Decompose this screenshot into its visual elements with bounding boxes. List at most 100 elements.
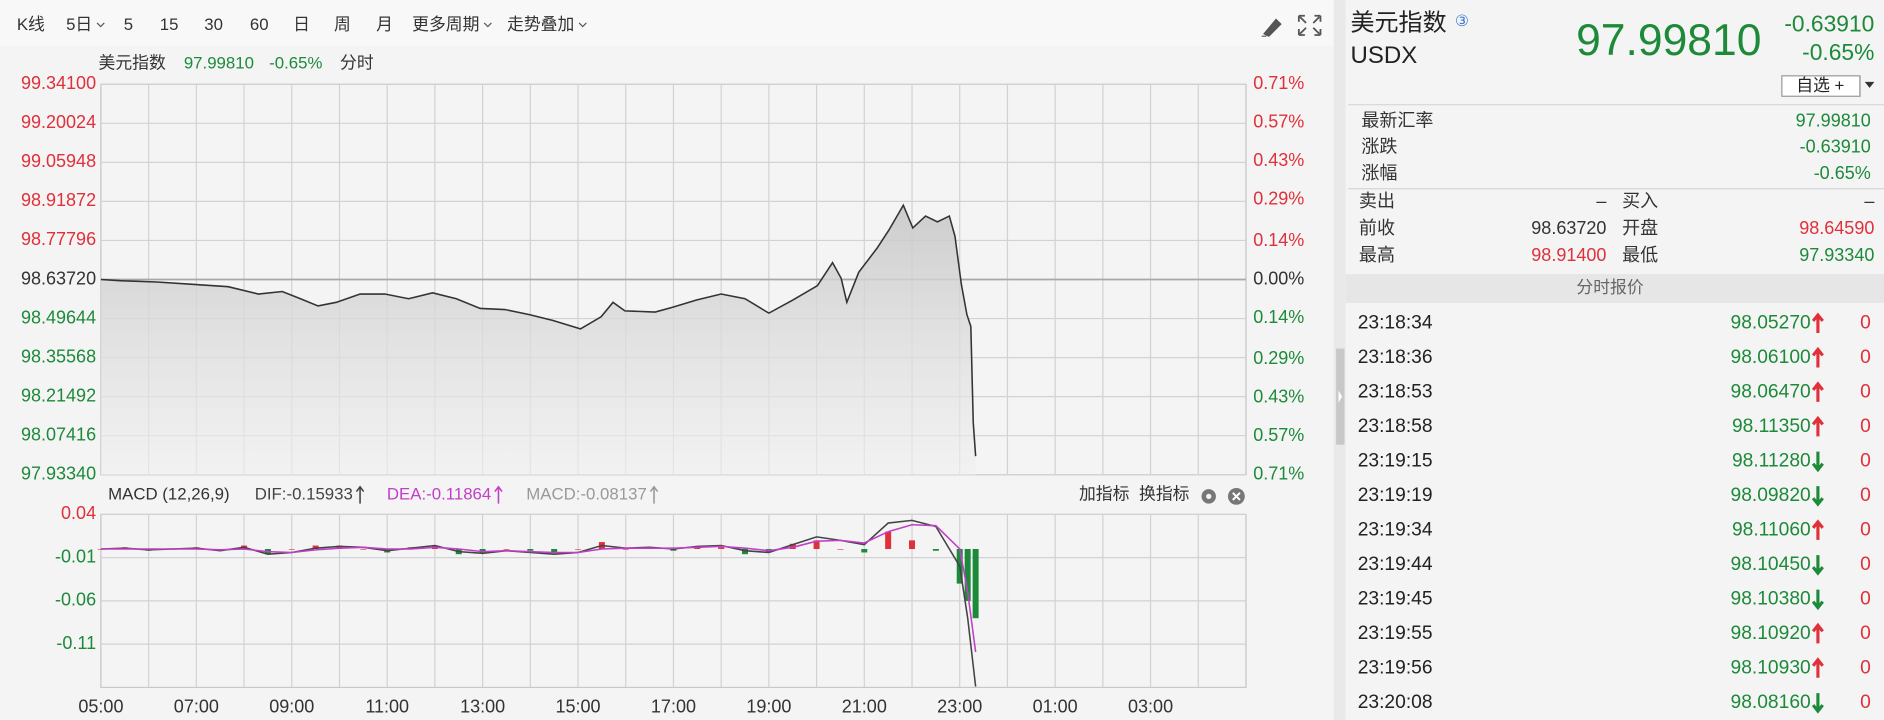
macd-bar <box>885 531 892 550</box>
toolbar-item[interactable]: 走势叠加 <box>507 15 574 34</box>
macd-bar <box>670 549 677 551</box>
y2-tick-label: 0.14% <box>1253 307 1304 327</box>
trade-time: 23:18:36 <box>1358 347 1433 368</box>
dropdown-chevron <box>96 22 105 28</box>
y-tick-label: 99.05948 <box>21 151 96 171</box>
trade-time: 23:18:34 <box>1358 312 1433 333</box>
trade-arrow <box>1811 693 1824 714</box>
macd-tick-label: -0.01 <box>55 546 96 566</box>
add-indicator[interactable]: 加指标 <box>1079 485 1130 504</box>
x-tick-label: 11:00 <box>365 697 409 717</box>
macd-bar <box>288 549 295 550</box>
toolbar-item[interactable]: 15 <box>160 15 179 34</box>
toolbar-item[interactable]: 周 <box>334 15 351 34</box>
trade-price: 98.10380 <box>1731 588 1811 609</box>
macd-bar <box>360 549 367 550</box>
toolbar-item[interactable]: K线 <box>17 15 45 34</box>
toolbar-item[interactable]: 5 <box>124 15 133 34</box>
toolbar-item[interactable]: 5日 <box>66 15 92 34</box>
quote-name: 美元指数 <box>1351 10 1447 37</box>
trade-price: 98.10930 <box>1731 657 1811 678</box>
x-tick-label: 07:00 <box>174 697 219 717</box>
y-tick-label: 99.34100 <box>21 73 96 93</box>
y2-tick-label: 0.43% <box>1253 150 1304 170</box>
trade-arrow <box>1811 486 1824 507</box>
watch-label[interactable]: 自选 + <box>1796 76 1844 95</box>
book-value: – <box>1864 191 1875 211</box>
legend-mode[interactable]: 分时 <box>340 53 374 72</box>
y2-tick-label: 0.14% <box>1253 230 1304 250</box>
macd-bar <box>932 549 939 551</box>
trade-arrow <box>1811 346 1824 368</box>
toolbar-item[interactable]: 60 <box>250 15 269 34</box>
trade-price: 98.09820 <box>1731 485 1811 506</box>
macd-bar <box>527 549 534 551</box>
trade-price: 98.08160 <box>1731 692 1811 713</box>
quote-panel <box>1345 0 1884 720</box>
macd-bar <box>551 549 558 553</box>
x-tick-label: 19:00 <box>746 697 791 717</box>
trade-volume: 0 <box>1860 485 1871 506</box>
toolbar-item[interactable]: 30 <box>204 15 223 34</box>
book-label: 前收 <box>1359 218 1395 238</box>
book-value: 98.91400 <box>1531 245 1606 265</box>
stat-value: -0.63910 <box>1800 137 1871 157</box>
watch-dropdown[interactable] <box>1864 81 1875 88</box>
trade-price: 98.10920 <box>1731 623 1811 644</box>
quote-change: -0.63910 <box>1784 10 1874 36</box>
dropdown-chevron <box>578 22 587 28</box>
trend-arrow <box>355 485 365 504</box>
trade-arrow <box>1811 589 1824 611</box>
macd-bar <box>964 549 971 601</box>
switch-indicator[interactable]: 换指标 <box>1139 485 1190 504</box>
fullscreen-icon[interactable] <box>1297 14 1322 36</box>
y2-tick-label: 0.71% <box>1253 73 1304 93</box>
trade-volume: 0 <box>1860 347 1871 368</box>
book-label: 最低 <box>1622 245 1658 265</box>
quote-badge[interactable]: ③ <box>1455 13 1469 30</box>
quote-price: 97.99810 <box>1576 16 1761 65</box>
stat-value: 97.99810 <box>1796 110 1871 130</box>
x-tick-label: 17:00 <box>651 697 696 717</box>
trade-time: 23:18:58 <box>1358 416 1433 437</box>
trend-arrow <box>649 485 659 504</box>
toolbar-item[interactable]: 月 <box>376 15 393 34</box>
legend-change: -0.65% <box>269 53 322 72</box>
macd-bar <box>972 549 979 619</box>
trade-volume: 0 <box>1860 554 1871 575</box>
book-label: 最高 <box>1359 245 1395 265</box>
macd-bar <box>575 549 582 550</box>
toolbar <box>0 0 1334 46</box>
trade-time: 23:19:55 <box>1358 623 1433 644</box>
macd-bar <box>909 540 916 550</box>
ticks-header <box>1345 274 1884 303</box>
y-tick-label: 98.49644 <box>21 307 96 327</box>
draw-icon[interactable] <box>1261 18 1282 37</box>
trade-time: 23:19:34 <box>1358 519 1433 540</box>
trade-volume: 0 <box>1860 381 1871 402</box>
close-icon-cross <box>1232 492 1241 501</box>
macd-title: MACD (12,26,9) <box>108 485 229 504</box>
toolbar-item[interactable]: 日 <box>293 15 310 34</box>
macd-bar <box>503 549 510 550</box>
macd-legend: DIF:-0.15933 <box>255 485 353 504</box>
book-label: 开盘 <box>1622 218 1658 238</box>
legend-last: 97.99810 <box>184 53 254 72</box>
trade-volume: 0 <box>1860 623 1871 644</box>
trade-arrow <box>1811 415 1824 437</box>
y2-tick-label: 0.29% <box>1253 348 1304 368</box>
trade-time: 23:19:15 <box>1358 450 1433 471</box>
trade-price: 98.06470 <box>1731 381 1811 402</box>
y-tick-label: 97.93340 <box>21 464 96 484</box>
x-tick-label: 21:00 <box>842 697 887 717</box>
macd-bar <box>789 543 796 550</box>
trade-volume: 0 <box>1860 588 1871 609</box>
macd-bar <box>813 540 820 550</box>
trade-price: 98.10450 <box>1731 554 1811 575</box>
book-value: 98.64590 <box>1799 218 1874 238</box>
trade-arrow <box>1811 555 1824 576</box>
toolbar-item[interactable]: 更多周期 <box>412 15 479 34</box>
trade-volume: 0 <box>1860 657 1871 678</box>
y-tick-label: 98.35568 <box>21 346 96 366</box>
